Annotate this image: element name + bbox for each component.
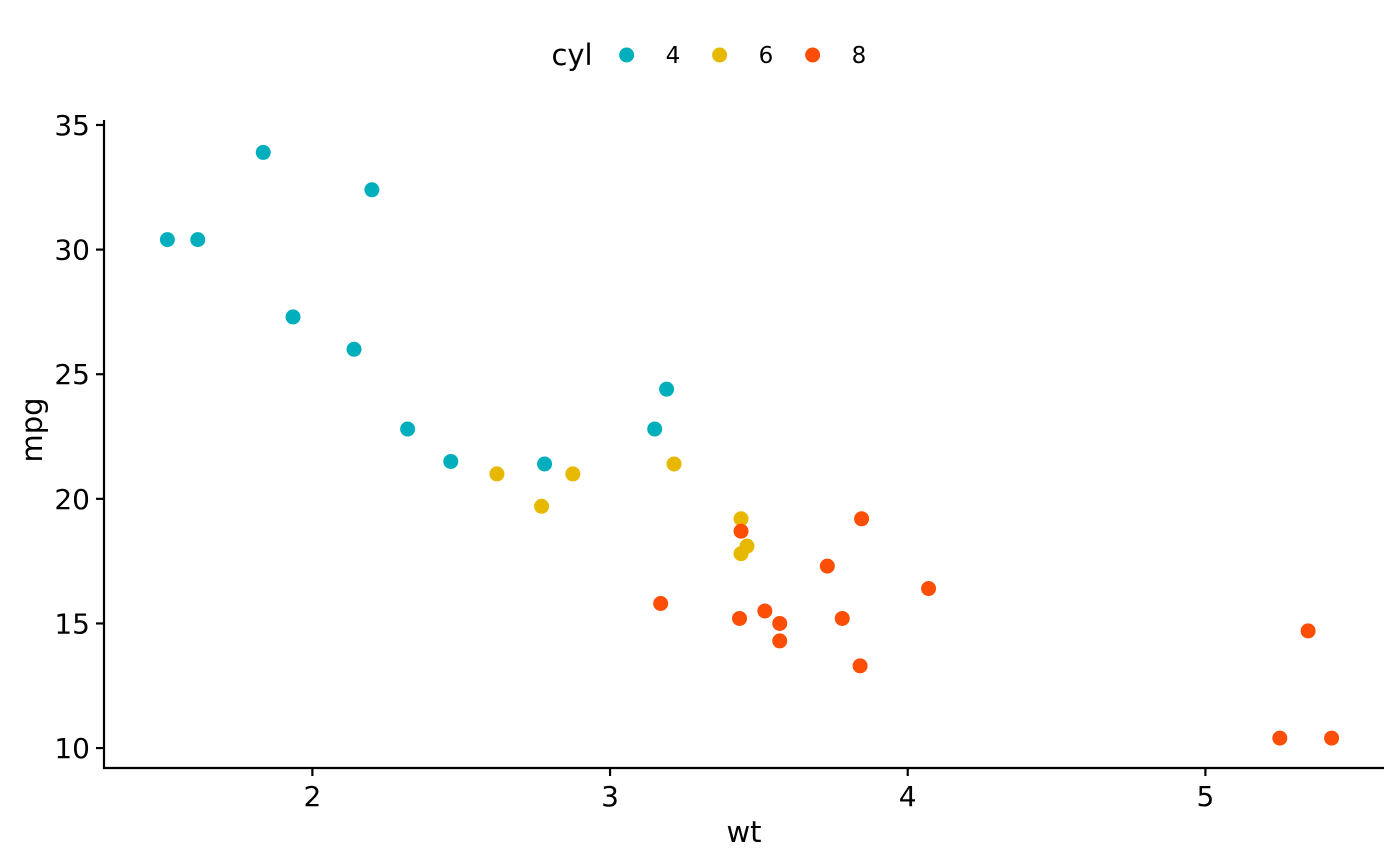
y-tick-label: 35 [54,109,90,142]
legend-label-cyl-8: 8 [852,43,867,69]
data-point-cyl-6 [666,456,682,472]
data-point-cyl-4 [537,456,553,472]
y-tick-label: 25 [54,358,90,391]
plot-area: 2 3 4 5 10 15 20 25 30 35 [54,109,1384,813]
data-point-cyl-8 [733,523,749,539]
data-point-cyl-8 [732,610,748,626]
data-point-cyl-8 [1300,623,1316,639]
y-tick-label: 20 [54,483,90,516]
data-point-cyl-8 [852,658,868,674]
data-point-cyl-4 [285,309,301,325]
data-point-cyl-4 [255,144,271,160]
data-point-cyl-6 [565,466,581,482]
data-point-cyl-6 [739,538,755,554]
legend: cyl 4 6 8 [551,38,866,72]
legend-label-cyl-4: 4 [666,43,681,69]
data-point-cyl-8 [757,603,773,619]
y-axis-ticks: 10 15 20 25 30 35 [54,109,104,765]
data-point-cyl-4 [443,453,459,469]
data-point-cyl-8 [772,615,788,631]
y-axis-title: mpg [15,397,49,462]
data-point-cyl-4 [400,421,416,437]
data-point-cyl-4 [659,381,675,397]
x-tick-label: 2 [303,780,321,813]
data-point-cyl-4 [159,232,175,248]
x-tick-label: 4 [899,780,917,813]
data-point-cyl-8 [819,558,835,574]
data-point-cyl-8 [1272,730,1288,746]
data-point-cyl-8 [854,511,870,527]
data-point-cyl-4 [190,232,206,248]
x-tick-label: 3 [601,780,619,813]
data-point-cyl-8 [834,610,850,626]
data-point-cyl-4 [647,421,663,437]
y-tick-label: 15 [54,607,90,640]
x-axis-ticks: 2 3 4 5 [303,768,1214,813]
data-point-cyl-8 [1324,730,1340,746]
y-tick-label: 10 [54,732,90,765]
data-point-cyl-8 [772,633,788,649]
legend-key-cyl-6 [712,47,728,63]
data-point-cyl-8 [921,581,937,597]
data-point-cyl-6 [534,498,550,514]
y-tick-label: 30 [54,234,90,267]
data-point-cyl-4 [364,182,380,198]
data-point-cyl-6 [733,511,749,527]
legend-title: cyl [551,38,592,72]
x-axis-title: wt [726,815,761,849]
legend-label-cyl-6: 6 [759,43,774,69]
legend-key-cyl-4 [619,47,635,63]
data-point-cyl-8 [653,596,669,612]
data-point-cyl-4 [346,341,362,357]
x-tick-label: 5 [1196,780,1214,813]
data-points [159,144,1340,746]
data-point-cyl-6 [489,466,505,482]
legend-key-cyl-8 [805,47,821,63]
